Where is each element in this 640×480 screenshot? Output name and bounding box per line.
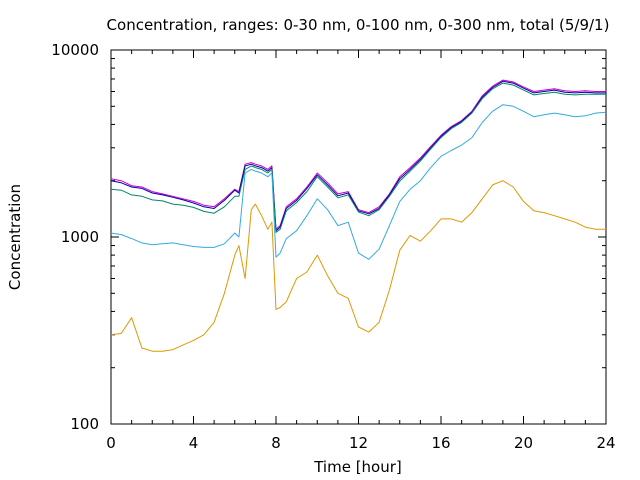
series-line-5 [110,180,606,352]
x-tick-label: 12 [349,434,368,452]
y-tick-label: 100 [70,415,99,433]
x-tick-label: 20 [514,434,533,452]
series-lines [110,79,607,352]
series-line-1 [110,79,606,230]
chart-title: Concentration, ranges: 0-30 nm, 0-100 nm… [107,16,610,34]
series-line-4 [110,104,607,260]
x-tick-label: 0 [106,434,116,452]
series-line-3 [110,82,606,233]
series-line-2 [110,80,606,232]
x-tick-label: 4 [189,434,199,452]
plot-area-frame [110,49,607,425]
x-axis-label: Time [hour] [313,458,402,476]
tick-labels: 0 4 8 12 16 20 24 100 1000 10000 [51,41,615,452]
y-axis-label: Concentration [6,184,24,290]
y-tick-label: 1000 [61,228,99,246]
x-tick-label: 24 [596,434,615,452]
tick-marks [110,49,607,425]
x-tick-label: 8 [271,434,281,452]
y-tick-label: 10000 [51,41,99,59]
x-tick-label: 16 [431,434,450,452]
